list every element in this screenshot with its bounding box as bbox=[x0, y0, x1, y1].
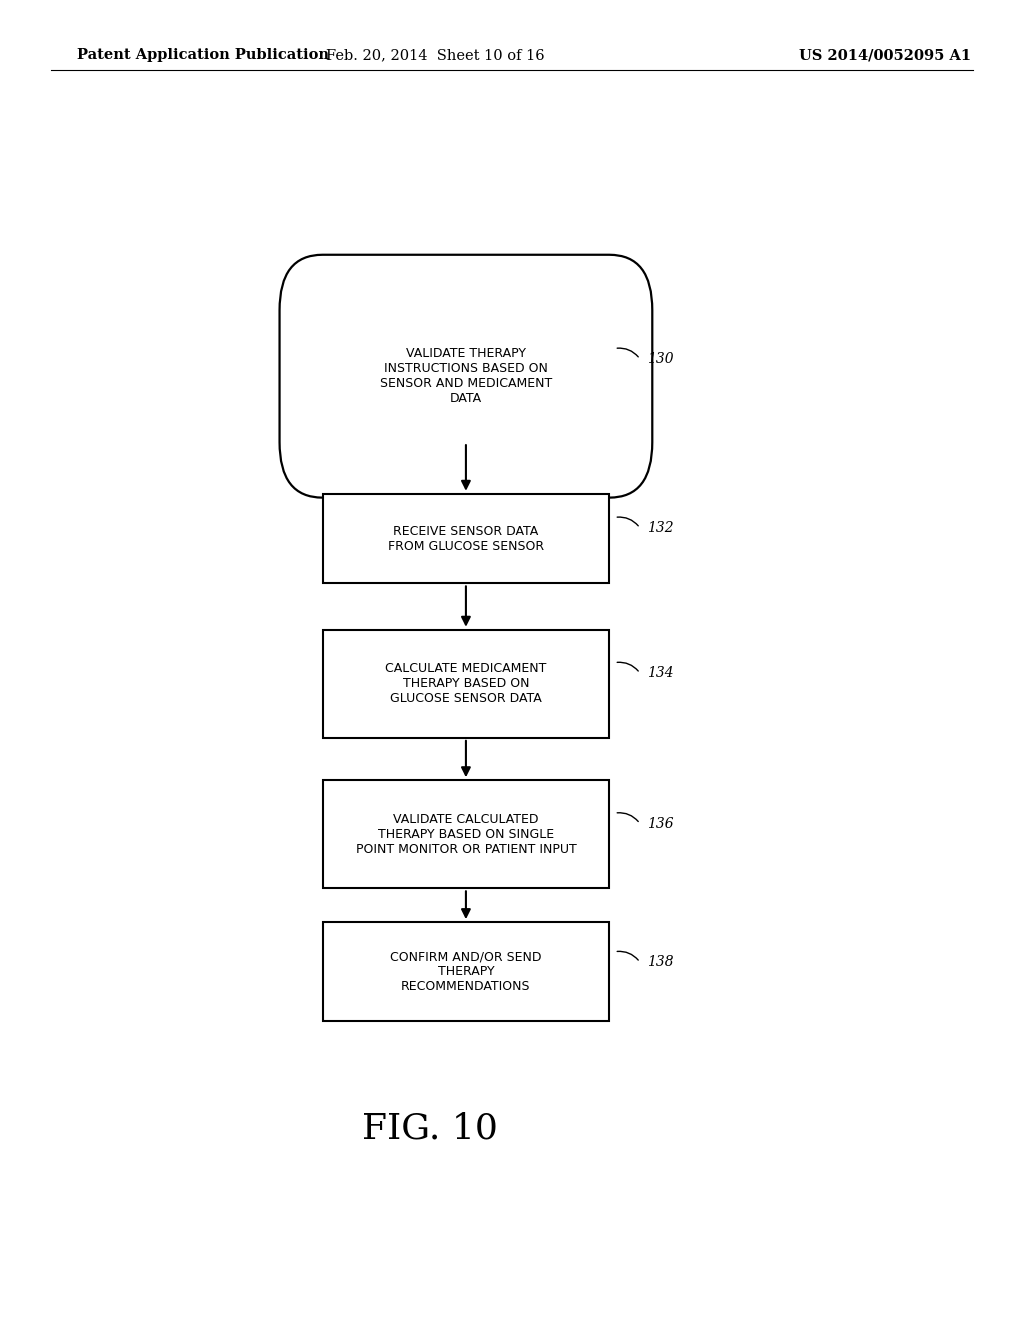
Bar bbox=[323, 780, 609, 888]
Text: 136: 136 bbox=[647, 817, 674, 830]
Text: Feb. 20, 2014  Sheet 10 of 16: Feb. 20, 2014 Sheet 10 of 16 bbox=[326, 49, 545, 62]
Text: US 2014/0052095 A1: US 2014/0052095 A1 bbox=[799, 49, 971, 62]
Text: FIG. 10: FIG. 10 bbox=[362, 1111, 498, 1146]
Bar bbox=[323, 494, 609, 583]
Text: VALIDATE THERAPY
INSTRUCTIONS BASED ON
SENSOR AND MEDICAMENT
DATA: VALIDATE THERAPY INSTRUCTIONS BASED ON S… bbox=[380, 347, 552, 405]
Text: VALIDATE CALCULATED
THERAPY BASED ON SINGLE
POINT MONITOR OR PATIENT INPUT: VALIDATE CALCULATED THERAPY BASED ON SIN… bbox=[355, 813, 577, 855]
Bar bbox=[323, 921, 609, 1022]
Text: 134: 134 bbox=[647, 667, 674, 680]
Text: 130: 130 bbox=[647, 352, 674, 366]
Text: Patent Application Publication: Patent Application Publication bbox=[77, 49, 329, 62]
FancyBboxPatch shape bbox=[280, 255, 652, 498]
Text: RECEIVE SENSOR DATA
FROM GLUCOSE SENSOR: RECEIVE SENSOR DATA FROM GLUCOSE SENSOR bbox=[388, 524, 544, 553]
Text: 138: 138 bbox=[647, 956, 674, 969]
Bar bbox=[323, 630, 609, 738]
Text: CALCULATE MEDICAMENT
THERAPY BASED ON
GLUCOSE SENSOR DATA: CALCULATE MEDICAMENT THERAPY BASED ON GL… bbox=[385, 663, 547, 705]
Text: CONFIRM AND/OR SEND
THERAPY
RECOMMENDATIONS: CONFIRM AND/OR SEND THERAPY RECOMMENDATI… bbox=[390, 950, 542, 993]
Text: 132: 132 bbox=[647, 521, 674, 535]
